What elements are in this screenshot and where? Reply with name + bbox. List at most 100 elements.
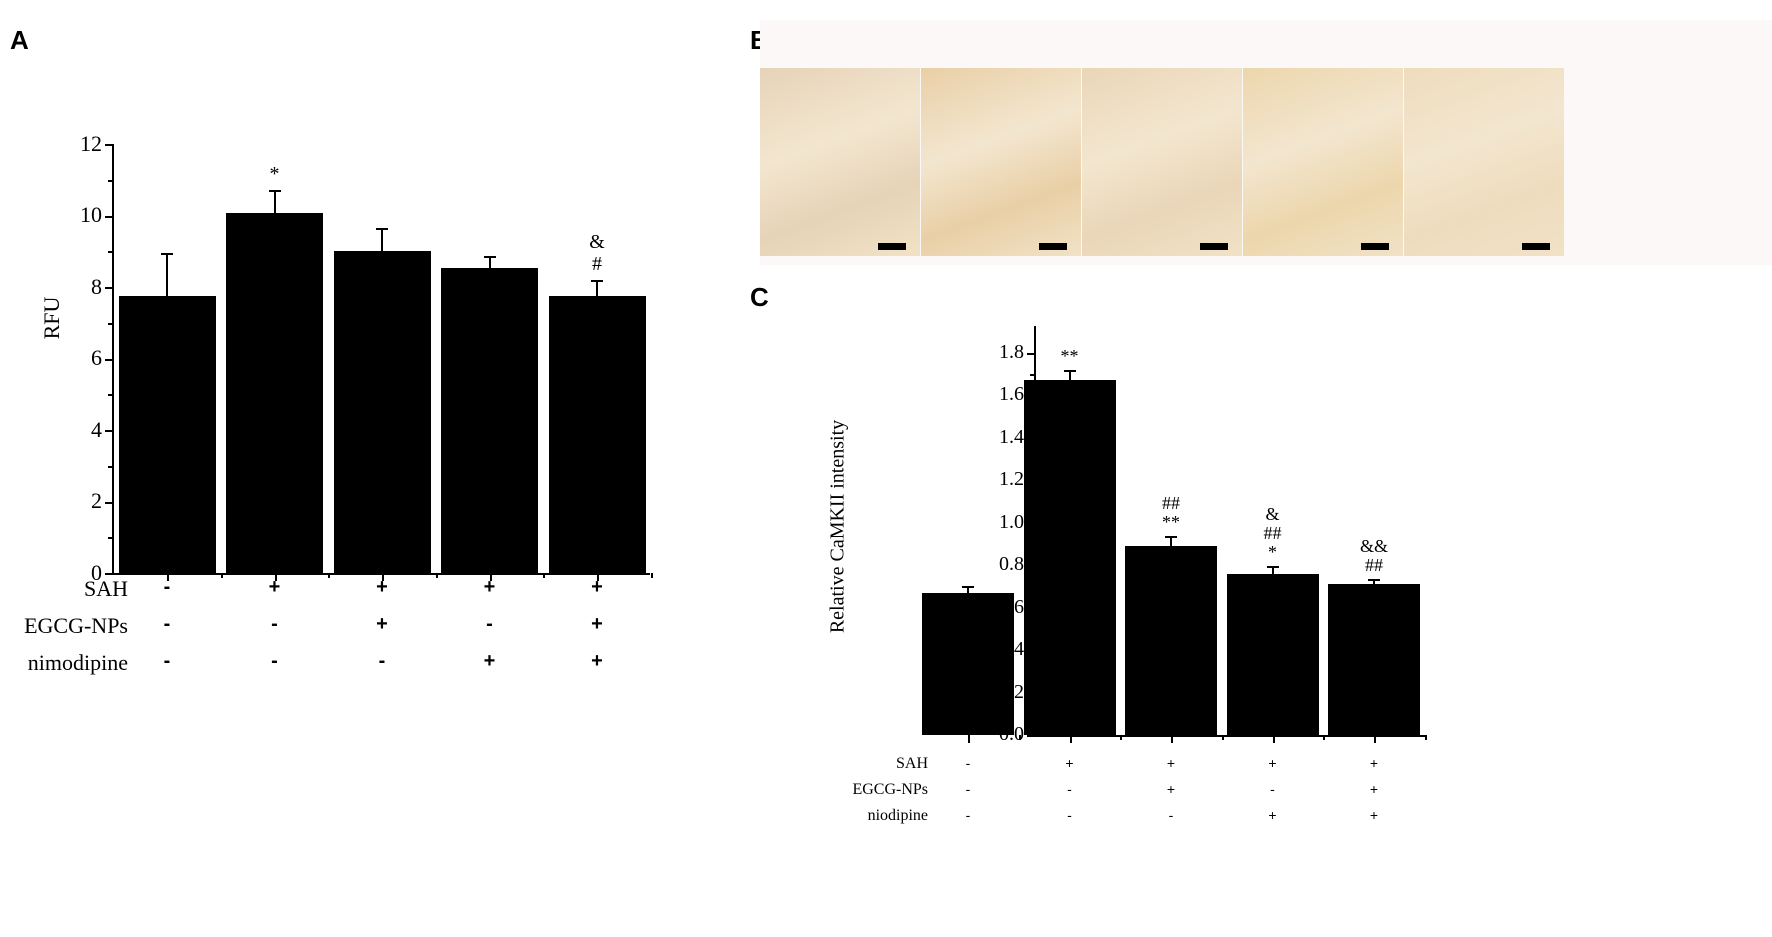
bar [922,592,1014,735]
x-minor-tick [220,573,223,578]
bar [1023,380,1116,735]
error-bar [596,280,598,296]
x-minor-tick [1221,735,1224,740]
condition-sign: - [163,650,171,672]
x-tick [1272,735,1275,743]
condition-sign: - [1067,807,1072,823]
y-tick [105,430,112,432]
x-tick [274,573,277,581]
scale-bar [878,243,906,250]
bar [118,296,216,573]
x-tick [167,573,169,581]
x-tick [382,573,384,581]
condition-sign: - [163,613,171,635]
error-cap [161,252,173,255]
y-tick-label: 1.4 [999,425,1024,448]
error-cap [1368,578,1380,581]
condition-sign: + [591,650,603,672]
y-tick [105,501,112,504]
significance-marker: ** [1162,512,1180,533]
y-minor-tick [1030,373,1034,376]
y-tick-label: 2 [91,488,102,514]
condition-sign: - [1067,781,1072,797]
significance-marker: ## [1162,493,1180,514]
histology-image-4 [1243,68,1403,256]
x-minor-tick [650,573,653,578]
x-axis [112,573,650,575]
significance-marker: ## [1263,523,1282,544]
bar [333,251,431,573]
error-bar [967,586,969,593]
condition-sign: + [483,650,496,672]
panel-c-letter: C [750,282,769,312]
condition-sign: + [1065,755,1074,771]
error-bar [1271,566,1274,574]
condition-label: SAH [895,755,928,772]
condition-label: nimodipine [27,650,128,675]
x-minor-tick [1323,735,1326,740]
condition-sign: - [271,613,278,635]
y-tick-label: 12 [80,130,102,156]
condition-label: EGCG-NPs [852,781,928,798]
y-tick [105,358,112,361]
error-cap [962,586,974,589]
error-cap [591,280,603,283]
x-minor-tick [1120,735,1123,740]
histology-strip [760,68,1768,256]
condition-sign: + [591,576,603,598]
error-cap [1063,369,1076,372]
y-tick [105,144,112,146]
condition-sign: + [268,576,281,598]
condition-sign: - [486,613,493,635]
significance-marker: # [592,253,602,276]
error-bar [1068,369,1071,381]
scale-bar [1522,243,1550,250]
x-tick [1069,735,1072,743]
condition-sign: + [1268,807,1277,823]
panel-a-letter: A [10,25,29,55]
significance-marker: ## [1365,554,1383,575]
y-tick-label: 1.2 [999,468,1024,490]
y-tick [105,215,112,218]
y-axis-label: Relative CaMKII intensity [826,419,849,634]
y-tick [105,573,112,575]
y-minor-tick [108,465,112,468]
y-axis [112,144,114,574]
error-cap [1165,536,1177,539]
bar [1226,573,1319,735]
x-axis [1034,735,1425,737]
x-minor-tick [1424,735,1427,740]
condition-sign: - [271,650,278,672]
scale-bar [1200,243,1228,250]
condition-sign: - [965,807,971,823]
condition-sign: - [1270,781,1275,797]
significance-marker: & [1265,504,1280,525]
bar [226,212,323,573]
y-minor-tick [108,251,112,254]
y-tick-label: 4 [91,416,102,442]
condition-sign: + [376,613,388,635]
error-bar [488,255,491,268]
y-tick-label: 1.8 [999,340,1024,363]
bar [548,295,646,573]
y-tick [1027,735,1034,737]
y-tick-label: 10 [80,202,102,228]
x-tick [597,573,599,581]
y-tick-label: 1.6 [999,383,1024,405]
condition-sign: + [1166,755,1176,771]
condition-label: niodipine [867,807,928,824]
condition-sign: - [965,781,971,797]
significance-marker: ** [1060,345,1079,366]
condition-sign: - [163,576,171,598]
significance-marker: * [269,162,280,185]
error-cap [483,255,496,258]
y-tick-label: 1.0 [999,510,1024,533]
y-minor-tick [108,394,112,397]
condition-sign: + [1369,781,1379,797]
error-cap [268,189,281,192]
y-axis-label: RFU [39,296,64,340]
scale-bar [1361,243,1389,250]
y-minor-tick [108,322,112,325]
bar [1328,584,1420,735]
x-minor-tick [328,573,331,578]
